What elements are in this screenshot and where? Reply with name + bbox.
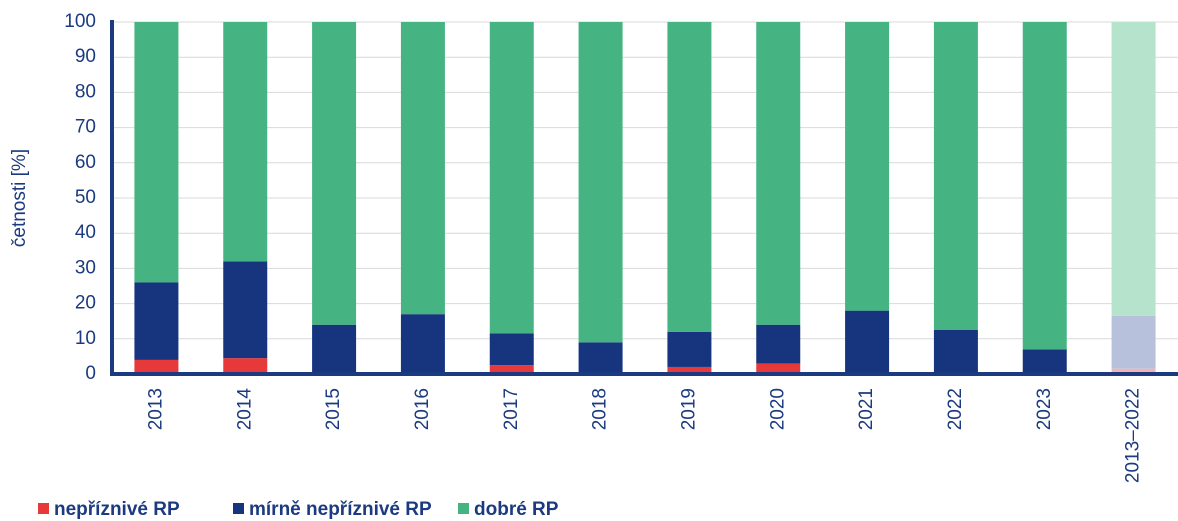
x-tick-label: 2013: [145, 388, 166, 430]
y-tick-label: 60: [75, 152, 96, 173]
bar-segment: [578, 22, 623, 343]
x-tick-label: 2014: [234, 388, 255, 431]
x-tick-label: 2013–2022: [1123, 388, 1144, 483]
bar-segment: [489, 22, 534, 334]
x-tick-label: 2015: [323, 388, 344, 430]
y-tick-label: 100: [64, 11, 96, 32]
x-tick-label: 2023: [1034, 388, 1055, 430]
bar-segment: [933, 330, 978, 374]
x-tick-label: 2018: [590, 388, 611, 430]
y-tick-label: 80: [75, 81, 96, 102]
bar-segment: [1111, 22, 1156, 316]
y-tick-label: 40: [75, 222, 96, 243]
legend-swatch: [233, 503, 244, 514]
x-tick-label: 2017: [501, 388, 522, 430]
bar-segment: [756, 363, 801, 374]
bar-segment: [667, 366, 712, 374]
bar-segment: [578, 342, 623, 374]
bar-segment: [1111, 368, 1156, 374]
legend-swatch: [38, 503, 49, 514]
bar-segment: [223, 22, 268, 262]
bar-segment: [845, 310, 890, 374]
bar-segment: [1022, 349, 1067, 374]
bar-segment: [756, 22, 801, 325]
bar-segment: [667, 331, 712, 367]
bar-segment: [223, 358, 268, 374]
bar-segment: [845, 22, 890, 311]
bar-segment: [667, 22, 712, 332]
bar-segment: [134, 359, 179, 374]
legend-swatch: [458, 503, 469, 514]
bar-segment: [223, 261, 268, 359]
legend-label: nepříznivé RP: [54, 499, 180, 520]
x-tick-label: 2021: [856, 388, 877, 430]
y-tick-label: 0: [85, 363, 96, 384]
y-tick-label: 30: [75, 257, 96, 278]
bar-segment: [400, 314, 445, 374]
bar-segment: [400, 22, 445, 315]
bar-segment: [933, 22, 978, 330]
bar-segment: [312, 324, 357, 374]
bar-segment: [134, 282, 179, 360]
x-tick-label: 2022: [945, 388, 966, 430]
y-tick-label: 90: [75, 46, 96, 67]
x-tick-label: 2016: [412, 388, 433, 430]
bar-segment: [756, 324, 801, 364]
bar-segment: [134, 22, 179, 283]
bar-segment: [489, 333, 534, 366]
y-tick-label: 70: [75, 117, 96, 138]
y-tick-label: 20: [75, 293, 96, 314]
bar-segment: [489, 365, 534, 374]
legend-label: dobré RP: [474, 499, 559, 520]
bar-segment: [312, 22, 357, 325]
x-tick-label: 2020: [767, 388, 788, 430]
bar-segment: [1022, 22, 1067, 350]
y-tick-label: 50: [75, 187, 96, 208]
legend-label: mírně nepříznivé RP: [249, 499, 432, 520]
y-tick-label: 10: [75, 328, 96, 349]
x-tick-label: 2019: [678, 388, 699, 430]
y-axis-title: četnosti [%]: [9, 149, 30, 247]
bar-segment: [1111, 315, 1156, 369]
